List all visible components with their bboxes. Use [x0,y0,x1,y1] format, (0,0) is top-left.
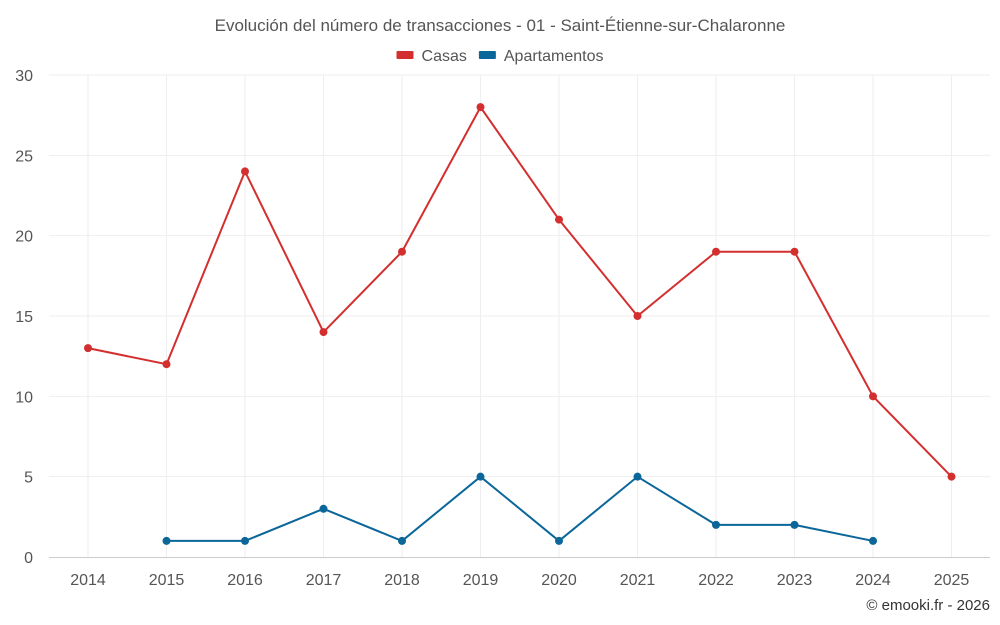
x-axis-ticks: 2014 2015 2016 2017 2018 2019 2020 2021 2022 2023… [70,572,969,589]
data-point[interactable] [319,504,328,513]
x-tick-label: 2018 [384,572,420,589]
data-point[interactable] [398,247,406,256]
legend-label: Apartamentos [504,48,604,65]
data-point[interactable] [319,328,328,337]
x-tick-label: 2020 [541,572,577,589]
y-tick-label: 5 [24,470,33,487]
y-gridlines [49,74,990,478]
y-tick-label: 0 [24,550,33,567]
data-point[interactable] [84,344,92,353]
data-point[interactable] [476,472,485,481]
x-tick-label: 2022 [698,572,734,589]
x-tick-label: 2019 [463,572,499,589]
data-point[interactable] [241,167,249,176]
data-point[interactable] [869,392,877,401]
x-tick-label: 2025 [934,572,970,589]
x-tick-label: 2016 [227,572,263,589]
data-point[interactable] [790,520,799,529]
data-point[interactable] [162,360,171,369]
data-point[interactable] [555,215,563,224]
legend-label: Casas [422,48,467,65]
x-tick-label: 2023 [777,572,813,589]
legend-item-apartamentos[interactable]: Apartamentos [478,48,604,65]
data-point[interactable] [712,247,720,256]
data-point[interactable] [398,536,406,545]
data-point[interactable] [633,472,642,481]
legend-item-casas[interactable]: Casas [396,48,467,65]
data-point[interactable] [947,472,956,481]
data-point[interactable] [476,103,485,112]
legend: Casas Apartamentos [396,48,604,65]
data-point[interactable] [241,536,249,545]
chart-title: Evolución del número de transacciones - … [215,16,786,35]
y-axis-ticks: 0 5 10 15 20 25 30 [15,68,33,567]
y-tick-label: 25 [15,148,33,165]
y-tick-label: 15 [15,309,33,326]
x-tick-label: 2021 [620,572,656,589]
data-point[interactable] [712,520,720,529]
data-point[interactable] [555,536,563,545]
y-tick-label: 20 [15,229,33,246]
data-point[interactable] [869,536,877,545]
data-point[interactable] [633,312,642,320]
x-tick-label: 2024 [855,572,891,589]
series-line [87,106,953,478]
series-layer [84,103,956,545]
y-tick-label: 10 [15,389,33,406]
data-point[interactable] [790,247,799,256]
legend-swatch [478,51,496,59]
y-tick-label: 30 [15,68,33,85]
x-tick-label: 2017 [306,572,342,589]
series-apartamentos [162,472,877,545]
data-point[interactable] [162,536,171,545]
credit-text: © emooki.fr - 2026 [866,597,990,614]
x-tick-label: 2015 [149,572,185,589]
legend-swatch [396,51,414,59]
x-tick-label: 2014 [70,572,106,589]
series-casas [84,103,956,481]
series-line [166,475,874,542]
